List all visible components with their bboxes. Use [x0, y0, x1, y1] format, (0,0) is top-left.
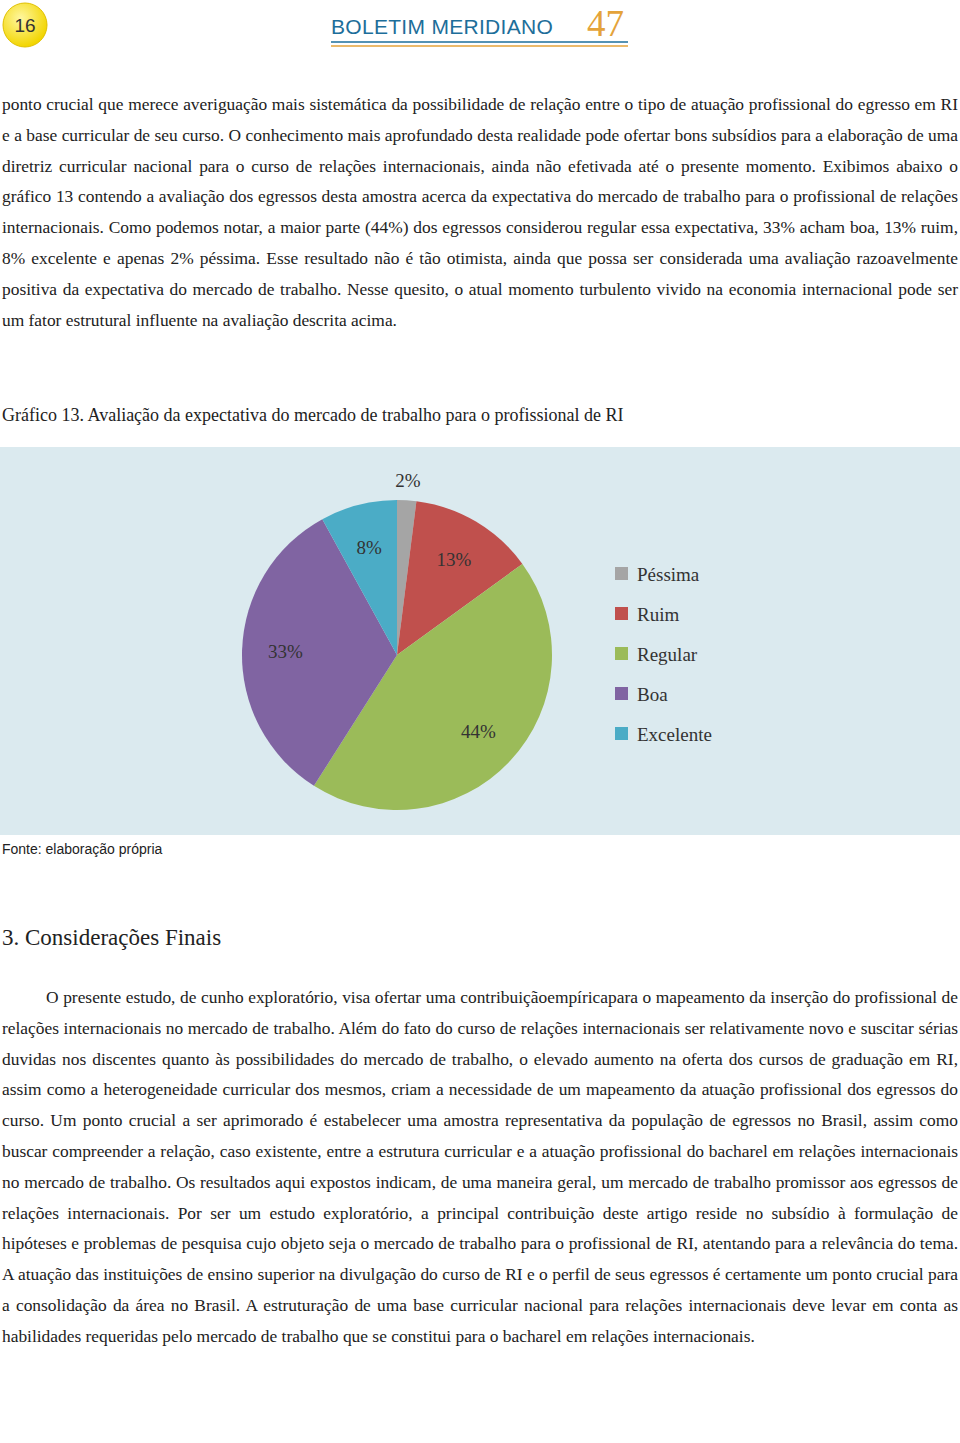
journal-name: BOLETIM MERIDIANO	[331, 15, 553, 38]
figure-source: Fonte: elaboração própria	[2, 841, 162, 857]
section-heading: 3. Considerações Finais	[2, 925, 221, 951]
legend-label: Péssima	[637, 564, 700, 585]
page-number-badge	[3, 3, 47, 47]
legend-swatch	[615, 727, 628, 740]
legend: Péssima Ruim Regular Boa Excelente	[615, 564, 712, 745]
data-label: 2%	[395, 470, 421, 491]
legend-label: Ruim	[637, 604, 679, 625]
legend-swatch	[615, 567, 628, 580]
data-label: 13%	[436, 549, 471, 570]
body-paragraph: ponto crucial que merece averiguação mai…	[2, 89, 958, 335]
legend-label: Boa	[637, 684, 668, 705]
legend-item: Péssima	[615, 564, 700, 585]
data-label: 8%	[357, 537, 383, 558]
legend-swatch	[615, 607, 628, 620]
legend-item: Boa	[615, 684, 668, 705]
legend-label: Excelente	[637, 724, 712, 745]
section-paragraph: O presente estudo, de cunho exploratório…	[2, 982, 958, 1352]
data-label: 33%	[268, 641, 303, 662]
pie	[242, 500, 552, 810]
data-labels: 2% 13% 44% 33% 8%	[268, 470, 496, 742]
chart: 2% 13% 44% 33% 8% Péssima Ruim Regular Boa Excele…	[0, 447, 960, 835]
legend-item: Regular	[615, 644, 698, 665]
pie-slice	[322, 500, 397, 655]
chart-caption: Gráfico 13. Avaliação da expectativa do …	[2, 405, 623, 426]
data-label: 44%	[461, 721, 496, 742]
legend-item: Excelente	[615, 724, 712, 745]
page-header: 16 BOLETIM MERIDIANO 47	[0, 0, 960, 60]
legend-item: Ruim	[615, 604, 679, 625]
chart-background	[0, 447, 960, 835]
journal-issue: 47	[587, 3, 624, 44]
legend-label: Regular	[637, 644, 698, 665]
header-rule	[331, 41, 628, 43]
legend-swatch	[615, 687, 628, 700]
page-number: 16	[14, 15, 35, 36]
legend-swatch	[615, 647, 628, 660]
header-rule	[331, 45, 628, 47]
